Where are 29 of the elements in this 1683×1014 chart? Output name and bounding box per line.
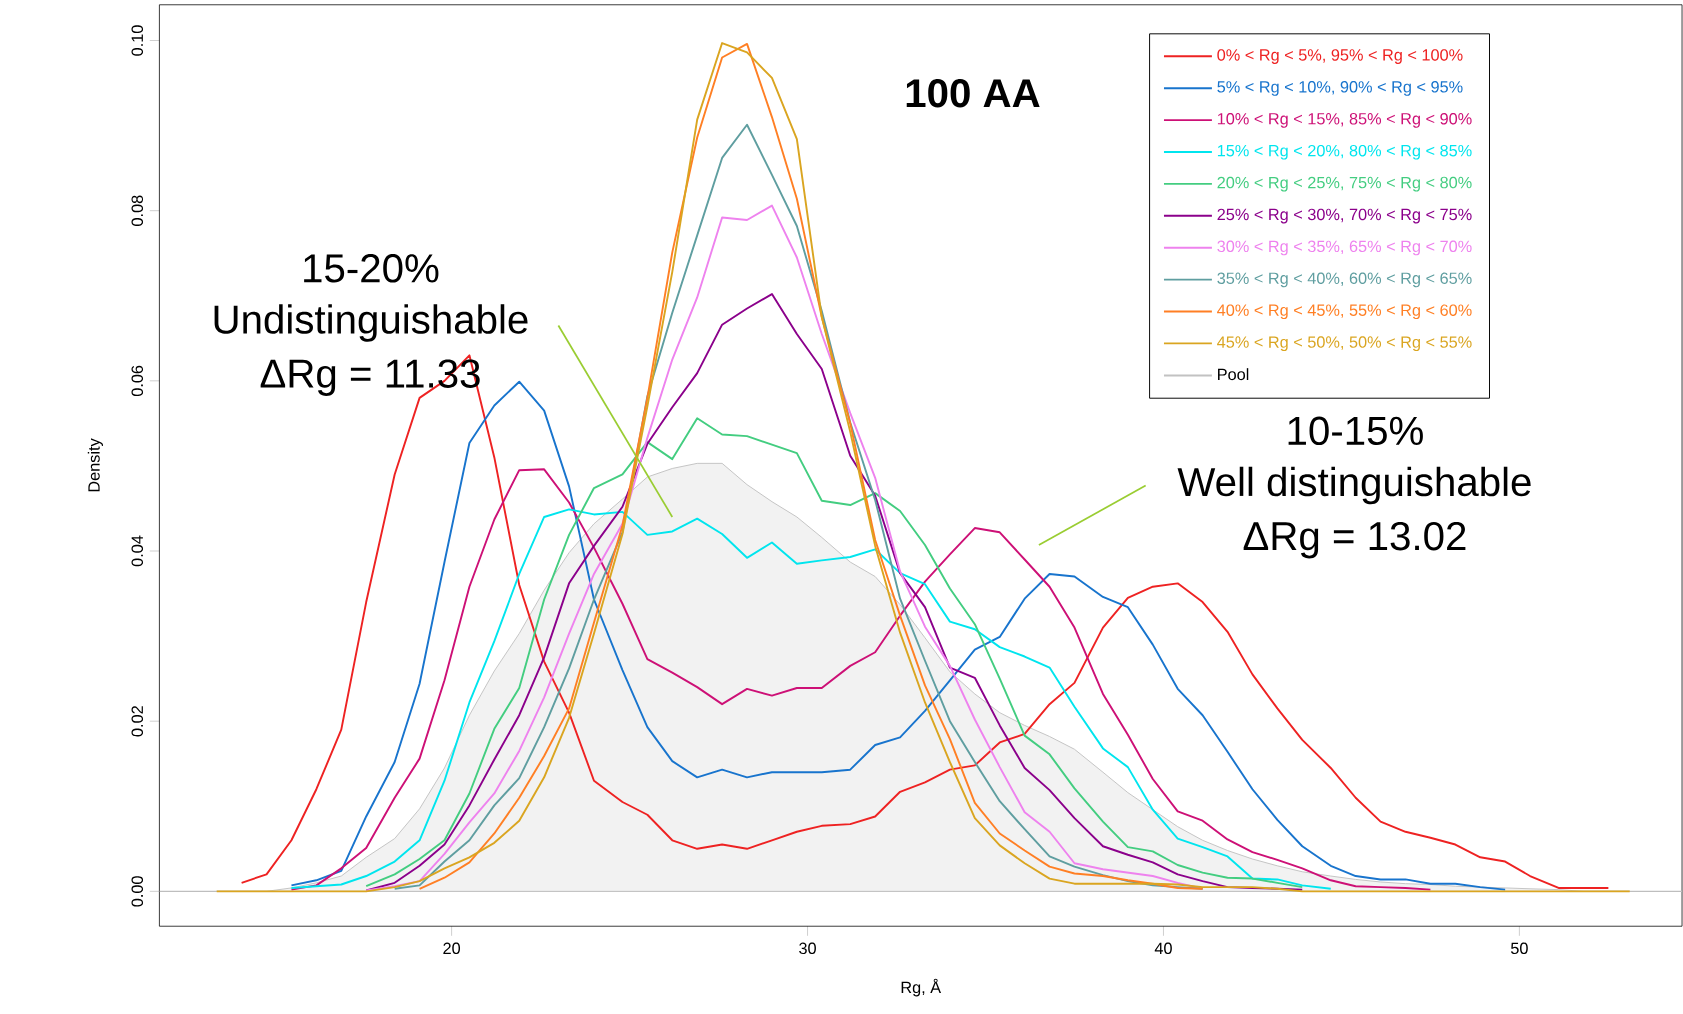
legend-label: 30% < Rg < 35%, 65% < Rg < 70% [1217,240,1472,256]
legend-label: 15% < Rg < 20%, 80% < Rg < 85% [1217,144,1472,160]
y-axis-title: Density [87,438,103,492]
legend-label: 40% < Rg < 45%, 55% < Rg < 60% [1217,304,1472,319]
legend-label: 10% < Rg < 15%, 85% < Rg < 90% [1217,112,1472,128]
x-tick-label: 40 [1154,942,1172,954]
y-tick-label: 0.10 [131,25,144,56]
y-tick-label: 0.02 [131,705,144,737]
y-tick-label: 0.08 [131,195,144,226]
y-tick-label: 0.00 [131,875,144,907]
text: 100 AA [906,78,1040,108]
annotation: Well distinguishable [1177,466,1531,505]
legend-label: 45% < Rg < 50%, 50% < Rg < 55% [1217,336,1472,351]
annotation: 10-15% [1288,416,1423,445]
annotation: 15-20% [304,253,439,283]
legend-label: 5% < Rg < 10%, 90% < Rg < 95% [1217,80,1463,96]
x-tick-label: 30 [799,942,816,954]
legend-label: 20% < Rg < 25%, 75% < Rg < 80% [1217,176,1472,192]
x-tick-label: 50 [1510,942,1528,954]
legend-label: 25% < Rg < 30%, 70% < Rg < 75% [1217,208,1472,224]
annotation: Undistinguishable [214,304,528,342]
annotation: ΔRg = 13.02 [1243,521,1466,559]
x-tick-label: 20 [443,942,461,954]
legend-label: Pool [1218,367,1249,380]
y-tick-label: 0.04 [131,535,144,567]
legend-label: 35% < Rg < 40%, 60% < Rg < 65% [1217,272,1472,287]
x-axis-title: Rg, Å [901,978,942,997]
y-tick-label: 0.06 [131,365,144,396]
legend-label: 0% < Rg < 5%, 95% < Rg < 100% [1217,48,1463,64]
